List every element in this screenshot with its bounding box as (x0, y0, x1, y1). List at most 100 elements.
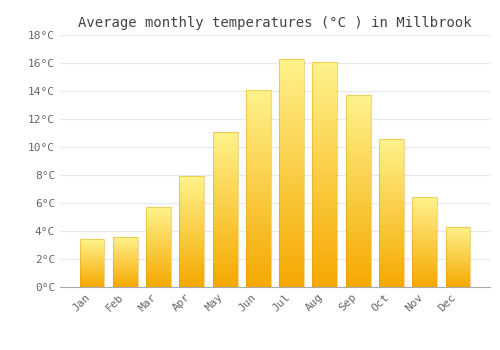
Bar (279, 172, 304, 173)
Bar (212, 266, 238, 267)
Bar (379, 175, 404, 176)
Bar (412, 262, 437, 263)
Bar (180, 221, 204, 222)
Bar (312, 170, 338, 171)
Bar (279, 84, 304, 85)
Bar (312, 138, 338, 139)
Bar (180, 209, 204, 210)
Bar (180, 234, 204, 235)
Bar (379, 244, 404, 245)
Bar (379, 256, 404, 257)
Bar (379, 177, 404, 178)
Bar (180, 201, 204, 202)
Bar (212, 141, 238, 142)
Bar (312, 284, 338, 285)
Bar (246, 168, 271, 169)
Bar (312, 96, 338, 97)
Bar (279, 189, 304, 190)
Bar (312, 282, 338, 284)
Bar (180, 189, 204, 190)
Bar (180, 261, 204, 262)
Bar (279, 213, 304, 214)
Bar (412, 281, 437, 282)
Bar (279, 284, 304, 285)
Bar (412, 210, 437, 211)
Bar (246, 235, 271, 236)
Bar (312, 124, 338, 125)
Bar (312, 245, 338, 246)
Bar (279, 62, 304, 63)
Bar (246, 225, 271, 226)
Bar (279, 268, 304, 269)
Bar (379, 190, 404, 191)
Bar (346, 152, 370, 153)
Bar (246, 217, 271, 218)
Bar (412, 202, 437, 203)
Bar (212, 242, 238, 243)
Bar (346, 155, 370, 156)
Bar (279, 94, 304, 95)
Bar (246, 142, 271, 143)
Bar (146, 218, 171, 219)
Bar (379, 160, 404, 161)
Bar (246, 187, 271, 188)
Bar (346, 252, 370, 253)
Bar (379, 187, 404, 188)
Bar (246, 195, 271, 196)
Bar (146, 245, 171, 246)
Bar (180, 241, 204, 242)
Bar (246, 110, 271, 111)
Bar (180, 275, 204, 276)
Bar (246, 270, 271, 271)
Bar (246, 189, 271, 190)
Bar (312, 73, 338, 74)
Bar (312, 175, 338, 176)
Bar (346, 281, 370, 282)
Bar (146, 220, 171, 221)
Bar (212, 168, 238, 169)
Bar (346, 192, 370, 193)
Bar (279, 274, 304, 275)
Bar (346, 178, 370, 180)
Bar (246, 121, 271, 122)
Bar (246, 221, 271, 222)
Bar (279, 197, 304, 198)
Bar (246, 123, 271, 124)
Bar (379, 271, 404, 272)
Bar (312, 195, 338, 196)
Bar (312, 223, 338, 224)
Bar (346, 171, 370, 172)
Bar (246, 210, 271, 211)
Bar (279, 92, 304, 93)
Bar (412, 271, 437, 272)
Bar (246, 197, 271, 198)
Bar (312, 165, 338, 166)
Bar (246, 148, 271, 149)
Bar (279, 249, 304, 251)
Bar (212, 132, 238, 287)
Bar (312, 121, 338, 122)
Bar (180, 196, 204, 197)
Bar (246, 257, 271, 258)
Bar (312, 158, 338, 159)
Bar (279, 82, 304, 83)
Bar (212, 174, 238, 175)
Bar (312, 133, 338, 134)
Bar (279, 128, 304, 130)
Bar (212, 284, 238, 285)
Bar (312, 104, 338, 106)
Bar (346, 228, 370, 229)
Bar (212, 154, 238, 155)
Bar (312, 275, 338, 276)
Bar (312, 231, 338, 232)
Bar (146, 275, 171, 276)
Bar (346, 208, 370, 209)
Bar (279, 67, 304, 68)
Bar (212, 260, 238, 261)
Bar (246, 170, 271, 172)
Bar (279, 198, 304, 199)
Bar (146, 234, 171, 235)
Bar (246, 256, 271, 257)
Bar (246, 245, 271, 246)
Bar (279, 158, 304, 159)
